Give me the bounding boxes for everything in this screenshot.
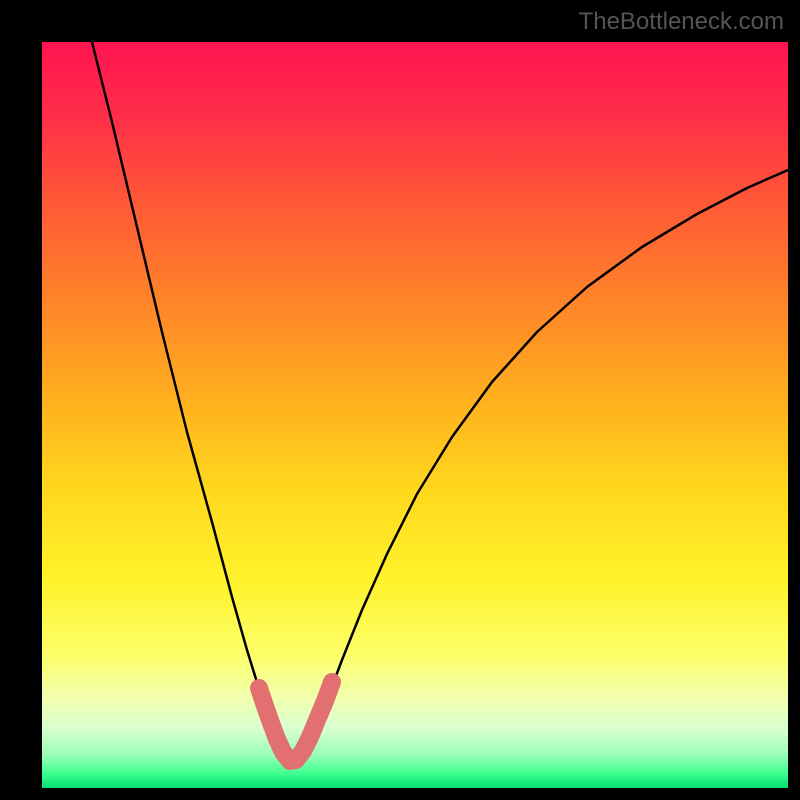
plot-area bbox=[42, 42, 788, 788]
curve-layer bbox=[42, 42, 788, 788]
valley-marker bbox=[259, 682, 332, 761]
watermark-text: TheBottleneck.com bbox=[579, 8, 784, 36]
bottleneck-curve bbox=[92, 42, 788, 762]
